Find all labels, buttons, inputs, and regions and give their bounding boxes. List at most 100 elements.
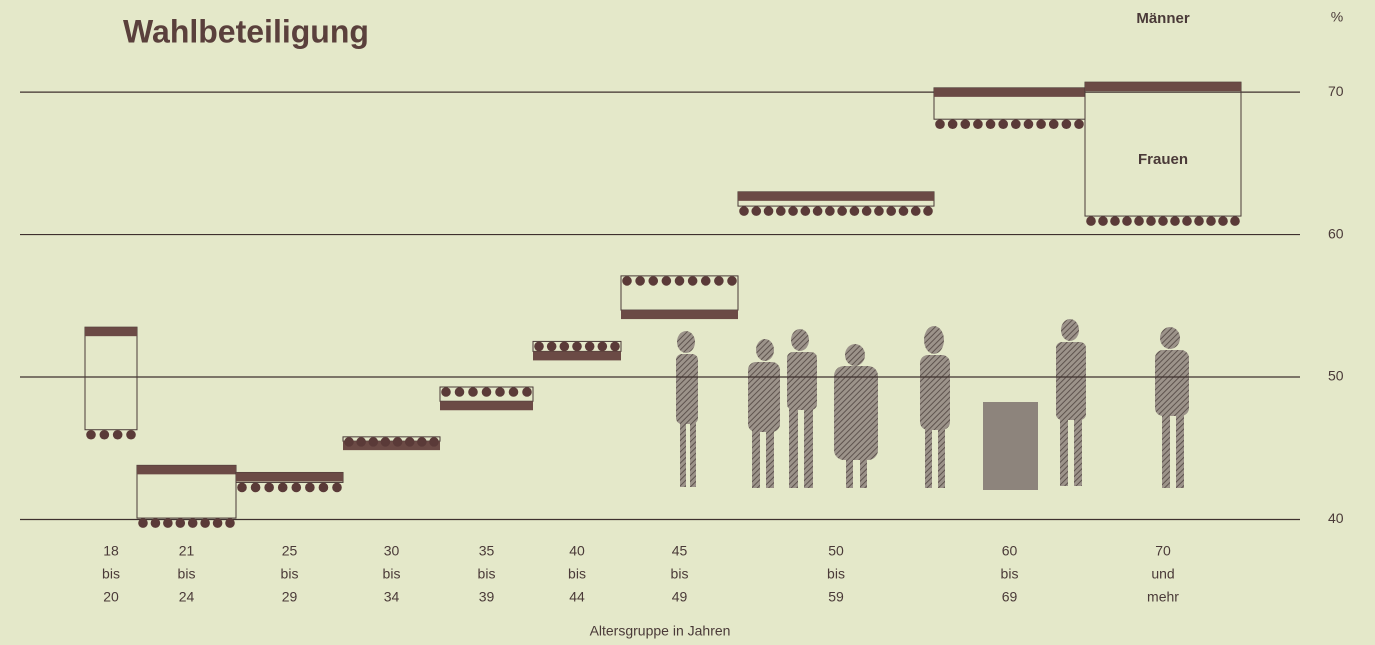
x-tick-label: 25 [282, 543, 298, 559]
x-tick-label: 70 [1155, 543, 1171, 559]
chart-title: Wahlbeteiligung [123, 13, 369, 49]
dot [264, 482, 274, 493]
dot [1110, 216, 1120, 226]
x-tick-label: 20 [103, 589, 119, 605]
dot-row [86, 429, 136, 440]
dot [1194, 216, 1204, 226]
dot-row [441, 387, 532, 397]
dot [763, 206, 774, 216]
dot [175, 518, 186, 528]
y-tick-label: 70 [1328, 83, 1344, 99]
y-unit: % [1331, 9, 1343, 25]
dot [429, 437, 439, 447]
x-tick-label: 44 [569, 589, 585, 605]
dot [1048, 119, 1059, 129]
dot [923, 206, 933, 216]
dot [332, 482, 342, 493]
dot [495, 387, 505, 397]
x-tick-label: 30 [384, 543, 400, 559]
x-tick-label: 24 [179, 589, 195, 605]
dot [1134, 216, 1144, 226]
dot [417, 437, 427, 447]
dot-row [935, 119, 1084, 129]
x-tick-label: bis [671, 566, 689, 582]
dot [277, 482, 288, 493]
dot [1182, 216, 1192, 226]
dot [714, 276, 724, 286]
x-tick-label: 45 [672, 543, 688, 559]
dot [187, 518, 198, 528]
dot [112, 429, 123, 440]
x-tick-label: bis [281, 566, 299, 582]
dot-row [739, 206, 933, 216]
dot [534, 341, 544, 352]
dot [597, 341, 608, 352]
dot-row [138, 518, 235, 528]
dot [1146, 216, 1156, 226]
dot [250, 482, 261, 493]
bar [85, 327, 137, 337]
dot [935, 119, 945, 129]
dot [1170, 216, 1180, 226]
dot [150, 518, 161, 528]
dot [1158, 216, 1168, 226]
dot [441, 387, 451, 397]
dot [622, 276, 632, 286]
dot [1206, 216, 1216, 226]
x-tick-label: bis [178, 566, 196, 582]
y-tick-label: 40 [1328, 510, 1344, 526]
dot [212, 518, 223, 528]
dot-row [1086, 216, 1240, 226]
x-tick-label: 18 [103, 543, 119, 559]
x-tick-label: 60 [1002, 543, 1018, 559]
dot [739, 206, 749, 216]
dot [163, 518, 173, 528]
x-tick-label: bis [1001, 566, 1019, 582]
dot [344, 437, 354, 447]
dot [886, 206, 896, 216]
step-outline [84, 326, 138, 431]
legend-label: Frauen [1138, 151, 1188, 168]
dot [661, 276, 672, 286]
dot [1086, 216, 1096, 226]
dot [584, 341, 595, 352]
dot [776, 206, 786, 216]
y-tick-label: 50 [1328, 368, 1344, 384]
dot [200, 518, 210, 528]
dot-row [237, 482, 342, 493]
dot [454, 387, 465, 397]
dot [522, 387, 532, 397]
dot [788, 206, 798, 216]
x-tick-label: 29 [282, 589, 298, 605]
dot [508, 387, 519, 397]
dot [318, 482, 329, 493]
dot [481, 387, 492, 397]
dot-row [534, 341, 620, 352]
bar [621, 310, 738, 320]
step-outline [532, 340, 622, 352]
dot [874, 206, 884, 216]
dot [751, 206, 762, 216]
x-tick-label: 49 [672, 589, 688, 605]
people-illustration [676, 319, 1189, 490]
dot [825, 206, 835, 216]
dot [849, 206, 860, 216]
dot [1061, 119, 1072, 129]
x-tick-label: 40 [569, 543, 585, 559]
dot [380, 437, 391, 447]
dot [468, 387, 478, 397]
x-tick-label: bis [827, 566, 845, 582]
dot [910, 206, 921, 216]
dot [291, 482, 302, 493]
dot [812, 206, 823, 216]
dot [1023, 119, 1034, 129]
dot [546, 341, 557, 352]
dot [1122, 216, 1132, 226]
bar [137, 465, 236, 475]
dot [1036, 119, 1046, 129]
x-tick-label: 69 [1002, 589, 1018, 605]
x-tick-label: mehr [1147, 589, 1179, 605]
dot [898, 206, 909, 216]
dot [392, 437, 403, 447]
